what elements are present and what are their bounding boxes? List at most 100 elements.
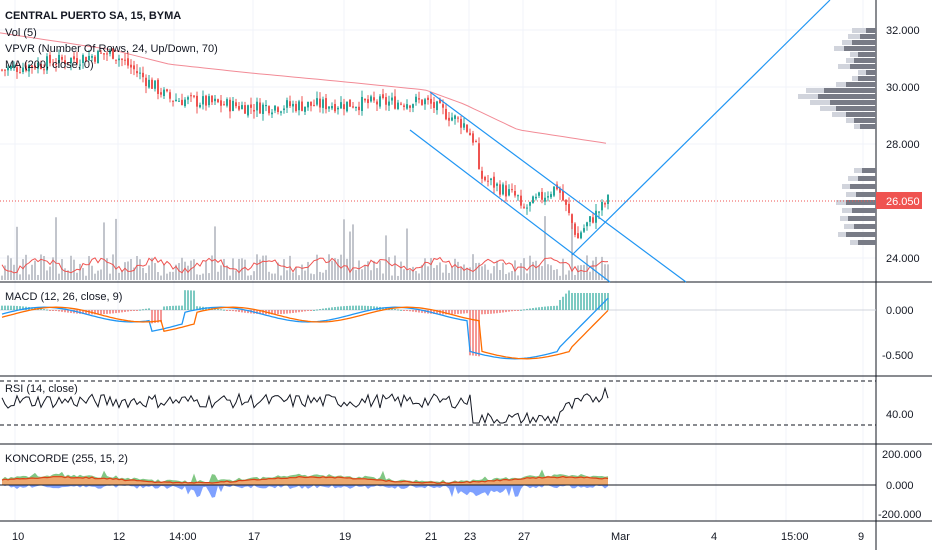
macd-hist-bar: [31, 307, 33, 310]
macd-hist-bar: [244, 310, 246, 313]
candle-body: [409, 105, 411, 108]
macd-hist-bar: [316, 309, 318, 311]
candle-body: [49, 54, 51, 64]
volume-bar: [340, 254, 342, 280]
candle-body: [376, 101, 378, 105]
volume-bar: [436, 265, 438, 280]
time-tick: 23: [464, 531, 476, 543]
candle-body: [460, 118, 462, 128]
ma-200-line: [0, 32, 607, 144]
macd-hist-bar: [106, 310, 108, 314]
candle-body: [577, 233, 579, 239]
macd-hist-bar: [553, 305, 555, 310]
volume-bar: [196, 274, 198, 280]
last-price-label: 26.050: [886, 196, 920, 208]
koncorde-legend[interactable]: KONCORDE (255, 15, 2): [5, 453, 128, 465]
macd-hist-bar: [139, 309, 141, 311]
vpvr-row: [852, 28, 876, 33]
volume-bar: [451, 266, 453, 280]
volume-bar: [142, 267, 144, 280]
candle-body: [607, 195, 609, 204]
candle-body: [157, 79, 159, 94]
candle-body: [208, 96, 210, 106]
macd-hist-bar: [535, 307, 537, 310]
macd-hist-bar: [94, 310, 96, 315]
candle-body: [235, 102, 237, 107]
candle-body: [67, 62, 69, 64]
volume-bar: [589, 271, 591, 280]
macd-hist-bar: [157, 310, 159, 323]
channel-lower-line[interactable]: [409, 129, 611, 283]
rsi-legend[interactable]: RSI (14, close): [5, 383, 78, 395]
macd-legend[interactable]: MACD (12, 26, close, 9): [5, 291, 122, 303]
candle-body: [325, 98, 327, 110]
main-legend[interactable]: CENTRAL PUERTO SA, 15, BYMA Vol (5) VPVR…: [5, 10, 218, 71]
price-axis[interactable]: 32.000 30.000 28.000 24.000 26.050: [876, 25, 922, 265]
time-tick: 14:00: [169, 531, 197, 543]
candle-body: [331, 106, 333, 109]
ma-legend[interactable]: MA (200, close, 0): [5, 59, 94, 71]
candle-body: [46, 56, 48, 71]
macd-hist-bar: [283, 310, 285, 314]
candle-body: [586, 222, 588, 227]
vpvr-row: [818, 94, 876, 99]
volume-bar: [181, 257, 183, 280]
candle-body: [238, 106, 240, 110]
koncorde-axis[interactable]: 200.000 0.000 -200.000: [878, 449, 922, 521]
macd-hist-bar: [565, 293, 567, 310]
macd-hist-bar: [574, 292, 576, 310]
candle-body: [103, 53, 105, 55]
candle-body: [493, 176, 495, 188]
candlesticks[interactable]: [1, 47, 609, 240]
rsi-axis[interactable]: 40.00: [886, 409, 914, 421]
candle-body: [304, 106, 306, 112]
volume-bar: [226, 265, 228, 280]
vol-legend[interactable]: Vol (5): [5, 27, 37, 39]
symbol-title[interactable]: CENTRAL PUERTO SA, 15, BYMA: [5, 10, 181, 22]
macd-axis[interactable]: 0.000 -0.500: [882, 305, 914, 362]
macd-hist-bar: [115, 310, 117, 314]
volume-bar: [364, 265, 366, 280]
volume-bar: [55, 217, 57, 280]
candle-body: [280, 111, 282, 113]
volume-bar: [424, 258, 426, 280]
macd-hist-bar: [112, 310, 114, 314]
vpvr-row: [852, 40, 876, 45]
vpvr-legend[interactable]: VPVR (Number Of Rows, 24, Up/Down, 70): [5, 43, 218, 55]
volume-bar: [373, 260, 375, 280]
macd-hist-bar: [199, 306, 201, 310]
macd-hist-bar: [313, 309, 315, 311]
candle-body: [202, 96, 204, 105]
candle-body: [169, 92, 171, 99]
volume-bar: [409, 270, 411, 280]
candle-body: [589, 216, 591, 222]
candle-body: [52, 64, 54, 66]
volume-bar: [520, 263, 522, 280]
volume-bar: [301, 264, 303, 280]
trend-lines[interactable]: [409, 0, 831, 283]
breakout-line[interactable]: [571, 0, 831, 256]
candle-body: [73, 56, 75, 60]
macd-hist-bar: [448, 310, 450, 315]
candle-body: [526, 207, 528, 209]
macd-hist-bar: [100, 310, 102, 315]
macd-hist-bar: [169, 306, 171, 310]
volume-bar: [217, 271, 219, 280]
candle-body: [553, 186, 555, 196]
volume-bar: [457, 261, 459, 280]
time-axis[interactable]: 10 12 14:00 17 19 21 23 27 Mar 4 15:00 9: [12, 531, 864, 543]
volume-bar: [115, 218, 117, 280]
macd-hist-bar: [13, 305, 15, 310]
volume-bar: [337, 259, 339, 280]
candle-body: [58, 54, 60, 64]
vpvr-row: [856, 192, 876, 197]
macd-hist-bar: [406, 310, 408, 311]
volume-bar: [91, 265, 93, 280]
channel-upper-line[interactable]: [429, 91, 687, 283]
candle-body: [538, 192, 540, 196]
macd-hist-bar: [118, 310, 120, 313]
macd-hist-bar: [547, 306, 549, 310]
candle-body: [568, 203, 570, 213]
macd-hist-bar: [502, 310, 504, 313]
